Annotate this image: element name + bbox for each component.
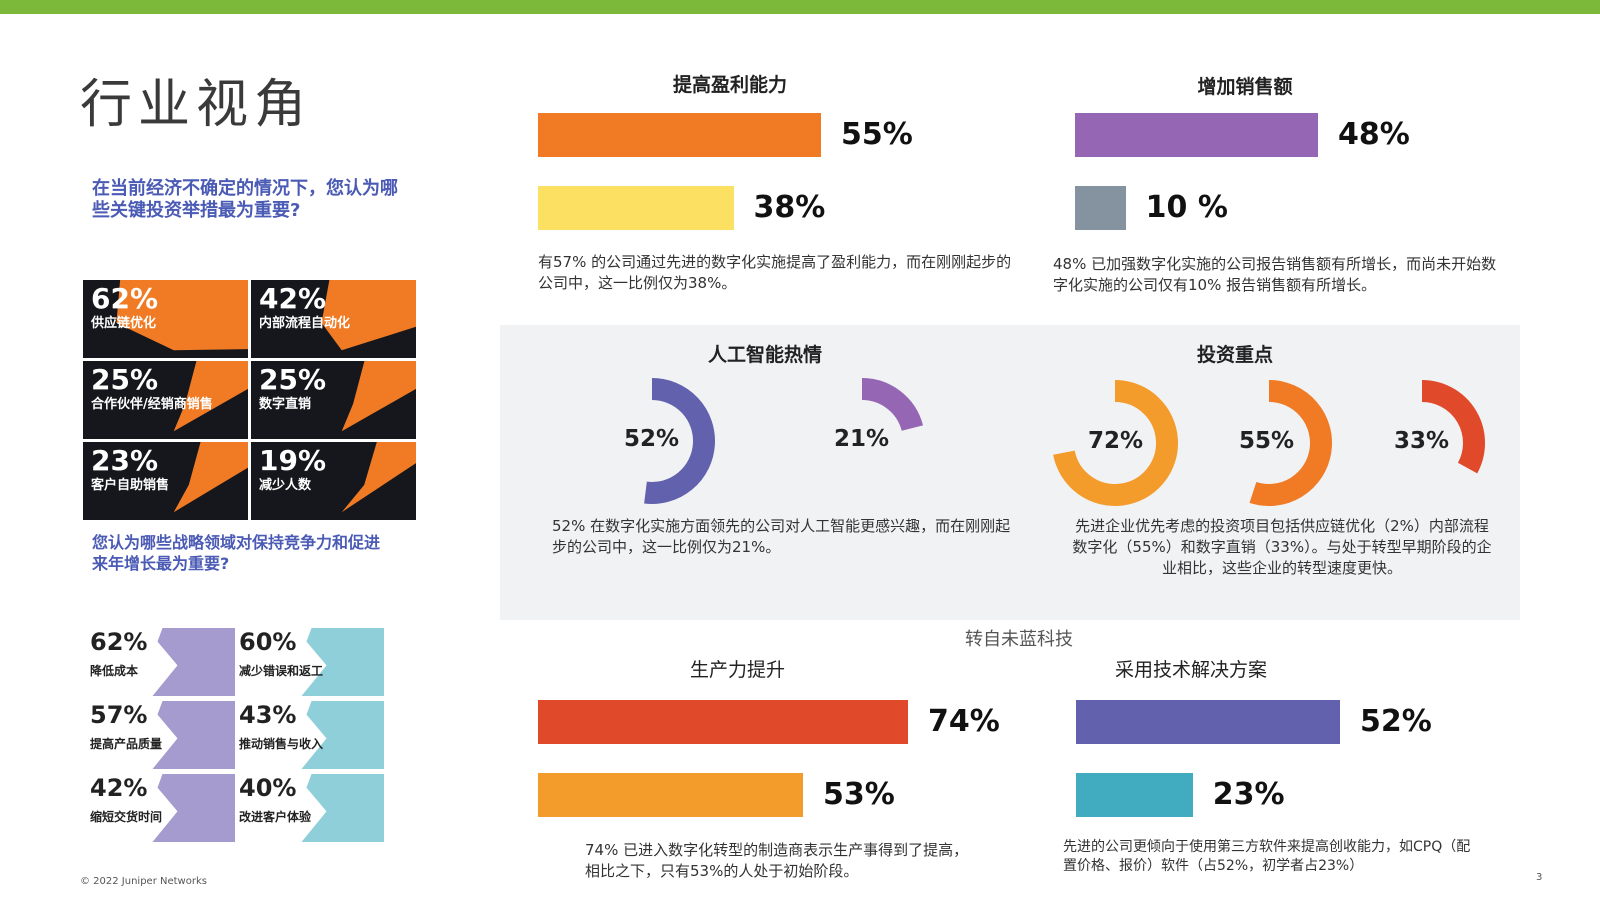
bar-value-label: 55% <box>841 117 913 152</box>
tile-percent: 19% <box>259 444 327 477</box>
tile-label: 客户自助销售 <box>91 478 170 493</box>
tile-shape <box>152 774 235 842</box>
tile-percent: 60% <box>239 628 297 656</box>
tile-label: 内部流程自动化 <box>259 316 351 331</box>
tile-shape <box>152 628 235 696</box>
investment-tile: 25% 数字直销 <box>251 361 416 439</box>
ai-title: 人工智能热情 <box>707 344 822 366</box>
tile-label: 合作伙伴/经销商销售 <box>91 397 213 412</box>
tile-percent: 62% <box>90 628 148 656</box>
tile-label: 降低成本 <box>90 664 139 678</box>
bar-value-label: 38% <box>753 190 826 225</box>
strategy-tile: 57% 提高产品质量 <box>90 701 235 769</box>
tile-label: 推动销售与收入 <box>239 737 324 751</box>
tile-percent: 25% <box>259 363 327 396</box>
productivity-title: 生产力提升 <box>690 659 786 681</box>
tile-shape <box>301 628 384 696</box>
investment-tile: 25% 合作伙伴/经销商销售 <box>83 361 248 439</box>
tile-orange-shape <box>341 361 416 432</box>
investment-tile: 19% 减少人数 <box>251 442 416 520</box>
bar-value-label: 52% <box>1360 704 1432 739</box>
invest-title: 投资重点 <box>1196 344 1273 366</box>
profit-title: 提高盈利能力 <box>672 74 787 96</box>
strategy-tile: 43% 推动销售与收入 <box>239 701 384 769</box>
tile-shape <box>301 774 384 842</box>
tile-percent: 42% <box>90 774 148 802</box>
invest-description: 先进企业优先考虑的投资项目包括供应链优化（2%）内部流程数字化（55%）和数字直… <box>1072 517 1492 577</box>
tile-shape <box>152 701 235 769</box>
tile-label: 数字直销 <box>259 397 312 412</box>
investment-tile: 62% 供应链优化 <box>83 280 248 358</box>
tile-orange-shape <box>173 361 248 432</box>
tile-label: 改进客户体验 <box>239 810 312 824</box>
bar <box>1075 113 1318 157</box>
bar <box>538 186 734 230</box>
investment-tile: 42% 内部流程自动化 <box>251 280 416 358</box>
source-note: 转自未蓝科技 <box>965 629 1073 650</box>
profit-description: 有57% 的公司通过先进的数字化实施提高了盈利能力，而在刚刚起步的公司中，这一比… <box>538 253 1012 292</box>
donut-arc <box>1421 380 1485 474</box>
tech-title: 采用技术解决方案 <box>1115 659 1268 681</box>
tile-orange-shape <box>321 280 416 351</box>
bar <box>1076 773 1193 817</box>
investment-tile: 23% 客户自助销售 <box>83 442 248 520</box>
tile-label: 减少错误和返工 <box>239 664 324 678</box>
page-title: 行业视角 <box>80 75 313 135</box>
tile-orange-shape <box>341 442 416 513</box>
tile-label: 供应链优化 <box>91 316 157 331</box>
question-investment: 在当前经济不确定的情况下，您认为哪些关键投资举措最为重要? <box>92 178 398 221</box>
bar-value-label: 23% <box>1212 777 1285 812</box>
copyright-footer: © 2022 Juniper Networks <box>80 876 207 887</box>
bar-value-label: 10 % <box>1145 190 1228 225</box>
bar-value-label: 48% <box>1338 117 1410 152</box>
bar-value-label: 74% <box>928 704 1000 739</box>
ai-description: 52% 在数字化实施方面领先的公司对人工智能更感兴趣，而在刚刚起步的公司中，这一… <box>552 517 1011 556</box>
sales-description: 48% 已加强数字化实施的公司报告销售额有所增长，而尚未开始数字化实施的公司仅有… <box>1053 255 1497 294</box>
tile-orange-shape <box>173 442 248 513</box>
donut-label: 52% <box>624 426 680 452</box>
strategy-tile: 42% 缩短交货时间 <box>90 774 235 842</box>
tech-description: 先进的公司更倾向于使用第三方软件来提高创收能力，如CPQ（配置价格、报价）软件（… <box>1063 839 1471 874</box>
donut-label: 72% <box>1088 428 1144 454</box>
bar <box>538 773 803 817</box>
tile-percent: 42% <box>259 282 327 315</box>
tile-percent: 40% <box>239 774 297 802</box>
bar <box>1075 186 1126 230</box>
donut-arc <box>861 378 924 432</box>
tile-orange-shape <box>116 280 248 351</box>
bar <box>538 113 821 157</box>
bar-value-label: 53% <box>823 777 895 812</box>
bar <box>1076 700 1340 744</box>
page-number: 3 <box>1536 872 1543 883</box>
donut-label: 55% <box>1239 428 1295 454</box>
ai-invest-panel <box>500 325 1520 620</box>
donut-arc <box>1053 380 1178 506</box>
donut-label: 33% <box>1394 428 1450 454</box>
donut-label: 21% <box>834 426 890 452</box>
tile-percent: 57% <box>90 701 148 729</box>
donut-arc <box>644 378 715 504</box>
strategy-tile: 62% 降低成本 <box>90 628 235 696</box>
tile-label: 减少人数 <box>259 478 312 493</box>
top-accent-bar <box>0 0 1600 14</box>
bar <box>538 700 908 744</box>
tile-label: 缩短交货时间 <box>90 810 163 824</box>
tile-percent: 62% <box>91 282 159 315</box>
sales-title: 增加销售额 <box>1197 76 1293 98</box>
strategy-tile: 40% 改进客户体验 <box>239 774 384 842</box>
tile-percent: 25% <box>91 363 159 396</box>
tile-label: 提高产品质量 <box>90 737 163 751</box>
tile-percent: 43% <box>239 701 297 729</box>
tile-shape <box>301 701 384 769</box>
donut-arc <box>1249 380 1332 506</box>
strategy-tile: 60% 减少错误和返工 <box>239 628 384 696</box>
tile-percent: 23% <box>91 444 159 477</box>
productivity-description: 74% 已进入数字化转型的制造商表示生产事得到了提高，相比之下，只有53%的人处… <box>585 841 969 880</box>
question-strategy: 您认为哪些战略领域对保持竞争力和促进来年增长最为重要? <box>92 533 381 573</box>
